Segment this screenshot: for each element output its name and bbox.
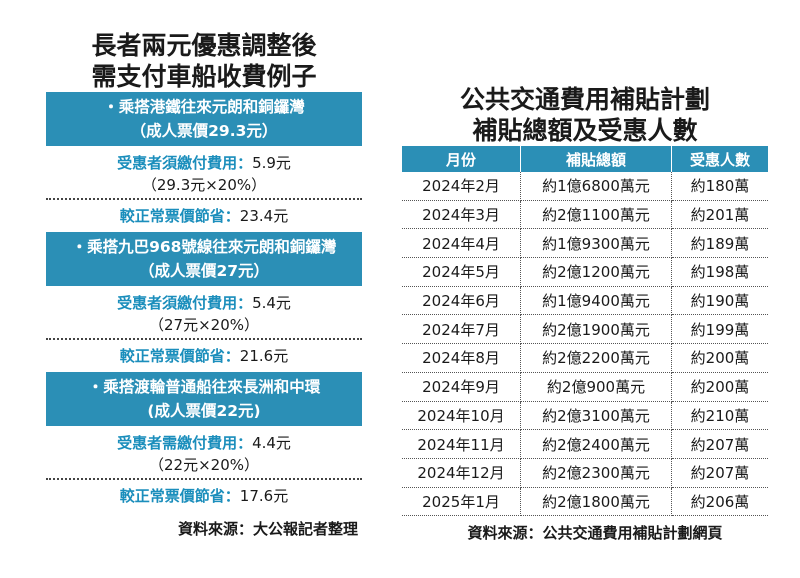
- fare-examples-panel: 長者兩元優惠調整後 需支付車船收費例子 ・乘搭港鐵往來元朗和銅鑼灣 （成人票價2…: [46, 0, 362, 539]
- example-route-header: ・乘搭九巴968號線往來元朗和銅鑼灣 （成人票價27元）: [46, 232, 362, 286]
- saving-value: 21.6元: [239, 347, 289, 365]
- cell-amount: 約2億3100萬元: [520, 401, 672, 431]
- table-header-row: 月份 補貼總額 受惠人數: [402, 146, 768, 172]
- example-saving: 較正常票價節省：23.4元: [46, 198, 362, 232]
- cell-beneficiaries: 約200萬: [671, 372, 768, 402]
- example-payment: 受惠者需繳付費用：4.4元 （22元×20%）: [46, 426, 362, 478]
- cell-amount: 約2億1900萬元: [520, 314, 672, 345]
- cell-beneficiaries: 約201萬: [671, 200, 768, 230]
- table-row: 2024年5月 約2億1200萬元 約198萬: [402, 257, 768, 287]
- table-row: 2024年9月 約2億900萬元 約200萬: [402, 372, 768, 402]
- example-saving: 較正常票價節省：21.6元: [46, 338, 362, 372]
- cell-month: 2024年4月: [402, 228, 521, 259]
- example-route: ・乘搭九巴968號線往來元朗和銅鑼灣: [71, 238, 337, 256]
- cell-month: 2024年5月: [402, 257, 521, 287]
- table-row: 2024年11月 約2億2400萬元 約207萬: [402, 429, 768, 459]
- example-route-header: ・乘搭港鐵往來元朗和銅鑼灣 （成人票價29.3元）: [46, 92, 362, 146]
- cell-amount: 約2億1200萬元: [520, 257, 672, 287]
- cell-month: 2024年9月: [402, 372, 521, 402]
- payment-value: 5.9元: [252, 154, 291, 172]
- payment-label: 受惠者須繳付費用：: [117, 294, 253, 312]
- table-row: 2024年7月 約2億1900萬元 約199萬: [402, 314, 768, 345]
- table-row: 2024年4月 約1億9300萬元 約189萬: [402, 228, 768, 259]
- table-row: 2024年3月 約2億1100萬元 約201萬: [402, 200, 768, 230]
- subsidy-title: 公共交通費用補貼計劃 補貼總額及受惠人數: [400, 84, 770, 146]
- payment-calculation: （27元×20%）: [149, 316, 259, 334]
- saving-value: 23.4元: [239, 207, 289, 225]
- cell-beneficiaries: 約198萬: [671, 257, 768, 287]
- subsidy-title-line1: 公共交通費用補貼計劃: [459, 85, 710, 114]
- column-header-beneficiaries: 受惠人數: [671, 146, 768, 172]
- example-fare: (成人票價22元): [147, 402, 261, 420]
- column-header-amount: 補貼總額: [520, 146, 672, 172]
- cell-month: 2024年12月: [402, 458, 521, 488]
- cell-month: 2024年8月: [402, 343, 521, 373]
- cell-amount: 約2億1800萬元: [520, 487, 672, 517]
- cell-month: 2024年6月: [402, 286, 521, 316]
- cell-amount: 約2億1100萬元: [520, 200, 672, 230]
- table-row: 2024年10月 約2億3100萬元 約210萬: [402, 401, 768, 431]
- cell-amount: 約2億900萬元: [520, 372, 672, 402]
- cell-beneficiaries: 約200萬: [671, 343, 768, 373]
- cell-beneficiaries: 約210萬: [671, 401, 768, 431]
- table-row: 2024年6月 約1億9400萬元 約190萬: [402, 286, 768, 316]
- subsidy-title-line2: 補貼總額及受惠人數: [472, 116, 698, 145]
- example-saving: 較正常票價節省：17.6元: [46, 478, 362, 512]
- saving-label: 較正常票價節省：: [119, 207, 240, 225]
- cell-month: 2024年11月: [402, 429, 521, 459]
- example-route: ・乘搭渡輪普通船往來長洲和中環: [87, 378, 321, 396]
- cell-amount: 約1億6800萬元: [520, 172, 672, 201]
- cell-amount: 約1億9400萬元: [520, 286, 672, 316]
- saving-label: 較正常票價節省：: [119, 347, 240, 365]
- payment-value: 4.4元: [252, 434, 291, 452]
- cell-amount: 約1億9300萬元: [520, 228, 672, 259]
- subsidy-table: 月份 補貼總額 受惠人數 2024年2月 約1億6800萬元 約180萬 2024年3…: [402, 146, 768, 517]
- table-body: 2024年2月 約1億6800萬元 約180萬 2024年3月 約2億1100萬元 約20…: [402, 172, 768, 517]
- cell-beneficiaries: 約189萬: [671, 228, 768, 259]
- fare-examples-title: 長者兩元優惠調整後 需支付車船收費例子: [46, 30, 362, 92]
- cell-amount: 約2億2400萬元: [520, 429, 672, 459]
- fare-examples-title-line1: 長者兩元優惠調整後: [91, 31, 317, 60]
- source-note: 資料來源：公共交通費用補貼計劃網頁: [467, 524, 723, 543]
- cell-month: 2024年7月: [402, 314, 521, 345]
- column-header-month: 月份: [402, 146, 521, 172]
- cell-beneficiaries: 約199萬: [671, 314, 768, 345]
- example-fare: （成人票價29.3元）: [130, 122, 278, 140]
- cell-beneficiaries: 約206萬: [671, 487, 768, 517]
- payment-value: 5.4元: [252, 294, 291, 312]
- example-route: ・乘搭港鐵往來元朗和銅鑼灣: [103, 98, 305, 116]
- example-fare: （成人票價27元）: [138, 262, 270, 280]
- saving-label: 較正常票價節省：: [119, 487, 240, 505]
- cell-month: 2024年2月: [402, 172, 521, 201]
- cell-month: 2024年3月: [402, 200, 521, 230]
- cell-month: 2025年1月: [402, 487, 521, 517]
- table-row: 2024年2月 約1億6800萬元 約180萬: [402, 172, 768, 201]
- fare-examples-title-line2: 需支付車船收費例子: [91, 62, 317, 91]
- table-row: 2024年8月 約2億2200萬元 約200萬: [402, 343, 768, 373]
- example-payment: 受惠者須繳付費用：5.4元 （27元×20%）: [46, 286, 362, 338]
- cell-beneficiaries: 約180萬: [671, 172, 768, 201]
- payment-label: 受惠者須繳付費用：: [117, 154, 253, 172]
- source-note: 資料來源：大公報記者整理: [177, 520, 358, 538]
- cell-beneficiaries: 約190萬: [671, 286, 768, 316]
- payment-label: 受惠者需繳付費用：: [117, 434, 253, 452]
- saving-value: 17.6元: [239, 487, 289, 505]
- payment-calculation: （22元×20%）: [149, 456, 259, 474]
- cell-beneficiaries: 約207萬: [671, 429, 768, 459]
- subsidy-panel: 公共交通費用補貼計劃 補貼總額及受惠人數 月份 補貼總額 受惠人數 2024年2…: [400, 0, 770, 543]
- example-payment: 受惠者須繳付費用：5.9元 （29.3元×20%）: [46, 146, 362, 198]
- table-row: 2025年1月 約2億1800萬元 約206萬: [402, 487, 768, 517]
- cell-amount: 約2億2300萬元: [520, 458, 672, 488]
- cell-amount: 約2億2200萬元: [520, 343, 672, 373]
- example-route-header: ・乘搭渡輪普通船往來長洲和中環 (成人票價22元): [46, 372, 362, 426]
- table-row: 2024年12月 約2億2300萬元 約207萬: [402, 458, 768, 488]
- cell-month: 2024年10月: [402, 401, 521, 431]
- payment-calculation: （29.3元×20%）: [141, 176, 267, 194]
- cell-beneficiaries: 約207萬: [671, 458, 768, 488]
